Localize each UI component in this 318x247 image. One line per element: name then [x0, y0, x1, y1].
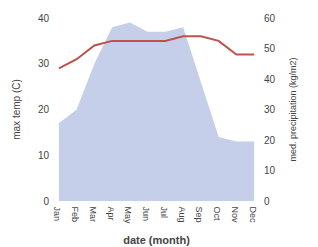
svg-text:Jan: Jan — [52, 207, 62, 222]
svg-text:0: 0 — [264, 196, 270, 207]
svg-text:Jul: Jul — [159, 207, 169, 219]
svg-text:max temp (C): max temp (C) — [11, 79, 22, 140]
svg-text:40: 40 — [38, 13, 50, 24]
svg-text:60: 60 — [264, 13, 276, 24]
svg-text:May: May — [123, 207, 133, 225]
svg-text:Aug: Aug — [177, 207, 187, 223]
svg-text:Nov: Nov — [230, 207, 240, 224]
svg-text:10: 10 — [264, 165, 276, 176]
svg-text:20: 20 — [264, 135, 276, 146]
svg-text:Feb: Feb — [70, 207, 80, 223]
svg-text:Jun: Jun — [141, 207, 151, 222]
svg-text:30: 30 — [264, 104, 276, 115]
svg-text:50: 50 — [264, 43, 276, 54]
svg-text:Sep: Sep — [194, 207, 204, 223]
svg-text:Mar: Mar — [88, 207, 98, 223]
svg-text:Oct: Oct — [212, 207, 222, 222]
svg-text:med. precipitation (kg/m2): med. precipitation (kg/m2) — [288, 57, 298, 161]
svg-text:40: 40 — [264, 74, 276, 85]
svg-text:10: 10 — [38, 150, 50, 161]
svg-text:Dec: Dec — [248, 207, 258, 224]
svg-text:20: 20 — [38, 104, 50, 115]
svg-text:date (month): date (month) — [123, 234, 190, 246]
svg-text:0: 0 — [43, 196, 49, 207]
svg-text:Apr: Apr — [106, 207, 116, 221]
svg-text:30: 30 — [38, 58, 50, 69]
